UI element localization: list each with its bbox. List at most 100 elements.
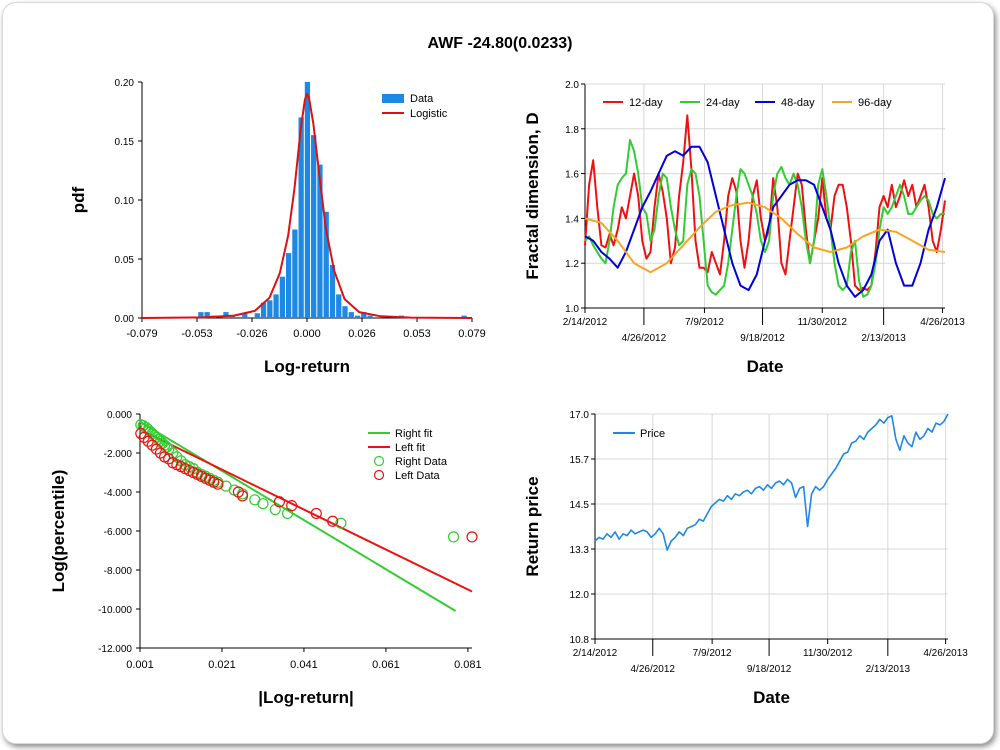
series-line-24-day — [584, 139, 945, 298]
scatter-point — [232, 486, 244, 498]
y-tick-label: 1.2 — [565, 259, 579, 270]
y-tick-label: -2.000 — [104, 449, 133, 460]
x-tick-label: 11/30/2012 — [803, 648, 853, 659]
x-tick-label: 0.021 — [208, 659, 236, 671]
scatter-point — [163, 453, 175, 465]
scatter-point — [150, 443, 162, 455]
series-line-48-day — [584, 145, 946, 298]
x-tick-label: 0.081 — [454, 659, 482, 671]
scatter-point — [286, 500, 298, 512]
histogram-bar — [279, 276, 285, 318]
x-tick-label: 2/14/2012 — [563, 317, 608, 328]
legend-label: Right fit — [395, 428, 432, 440]
x-tick-label: 0.061 — [372, 659, 400, 671]
scatter-point — [466, 531, 478, 543]
logistic-curve — [141, 92, 473, 319]
y-tick-label: 0.00 — [115, 314, 135, 325]
legend-label: 12-day — [629, 97, 663, 109]
y-tick-label: -10.000 — [98, 605, 132, 616]
legend-swatch — [373, 469, 385, 481]
legend-swatch — [373, 455, 385, 467]
y-tick-label: 10.8 — [570, 635, 590, 646]
histogram-bar — [223, 312, 229, 318]
x-tick-label: 2/13/2013 — [861, 333, 906, 344]
scatter-point — [236, 490, 249, 502]
price-chart: 10.8 12.0 13.3 14.5 15.7 17.0 2/14/2012 7/9/201… — [523, 410, 968, 707]
histogram-bar — [260, 302, 267, 318]
tail-chart: 0.000 -2.000 -4.000 -6.000 -8.000 -10.000 -12.… — [49, 410, 482, 707]
x-tick-label: 7/9/2012 — [693, 648, 732, 659]
y-tick-label: 0.10 — [115, 196, 135, 207]
y-axis-title: Return price — [523, 476, 542, 576]
y-tick-label: 13.3 — [570, 545, 590, 556]
histogram-chart: 0.00 0.05 0.10 0.15 0.20 -0.079 -0.053 -0.026 0.… — [69, 78, 486, 376]
x-tick-label: 0.053 — [403, 328, 431, 340]
y-tick-label: -6.000 — [104, 527, 133, 538]
x-tick-label: 0.026 — [348, 328, 376, 340]
x-tick-label: 4/26/2012 — [631, 664, 676, 675]
legend-label: 48-day — [781, 97, 815, 109]
fit-line-1 — [139, 428, 473, 593]
scatter-point — [447, 531, 460, 543]
histogram-bar — [348, 312, 354, 318]
legend-label: 96-day — [858, 97, 892, 109]
y-tick-label: 15.7 — [570, 455, 590, 466]
x-tick-label: 0.041 — [290, 659, 318, 671]
series-line-96-day — [584, 201, 946, 274]
y-tick-label: 17.0 — [570, 410, 590, 421]
legend-label: Left Data — [395, 470, 441, 482]
x-tick-label: 2/13/2013 — [866, 664, 911, 675]
scatter-point — [142, 435, 154, 447]
histogram-bar — [242, 313, 248, 318]
histogram-bar — [285, 253, 292, 318]
histogram-bar — [367, 315, 373, 318]
legend-label: Right Data — [395, 456, 448, 468]
x-axis-title: Date — [753, 688, 790, 707]
y-tick-label: -12.000 — [98, 644, 132, 655]
histogram-bar — [292, 229, 298, 318]
main-title: AWF -24.80(0.0233) — [428, 35, 573, 52]
y-tick-label: 0.000 — [107, 410, 132, 421]
scatter-point — [310, 507, 322, 520]
x-axis-title: Date — [747, 357, 784, 376]
scatter-point — [269, 503, 281, 516]
y-tick-label: 0.20 — [115, 78, 135, 89]
histogram-bar — [267, 300, 273, 318]
y-tick-label: 2.0 — [565, 80, 579, 91]
x-axis-title: |Log-return| — [258, 688, 353, 707]
x-tick-label: 0.079 — [458, 328, 486, 340]
fractal-chart: 1.0 1.2 1.4 1.6 1.8 2.0 2/14/2012 7/9/2012 11/30… — [523, 80, 965, 376]
histogram-bar — [354, 315, 361, 318]
histogram-bar — [311, 135, 317, 318]
y-tick-label: 1.8 — [565, 125, 579, 136]
histogram-bar — [198, 312, 204, 318]
x-tick-label: 2/14/2012 — [573, 648, 618, 659]
legend-label: Left fit — [395, 442, 425, 454]
x-tick-label: 9/18/2012 — [740, 333, 785, 344]
x-tick-label: 11/30/2012 — [798, 317, 848, 328]
histogram-bar — [323, 211, 329, 318]
x-tick-label: 4/26/2013 — [920, 317, 965, 328]
scatter-point — [135, 427, 147, 440]
y-tick-label: -8.000 — [104, 566, 133, 577]
histogram-bar — [254, 313, 260, 318]
legend-swatch-data — [382, 94, 404, 103]
scatter-point — [273, 496, 285, 508]
scatter-point — [171, 451, 183, 463]
histogram-bar — [461, 315, 467, 318]
fit-line-0 — [139, 420, 457, 612]
histogram-bar — [342, 306, 348, 318]
scatter-point — [138, 431, 150, 443]
histogram-bar — [273, 294, 279, 318]
histogram-bar — [229, 315, 235, 318]
x-tick-label: 4/26/2012 — [622, 333, 667, 344]
x-tick-label: 9/18/2012 — [747, 664, 792, 675]
series-line-12-day — [584, 114, 946, 292]
x-tick-label: 0.000 — [293, 328, 321, 340]
histogram-bar — [361, 312, 367, 318]
histogram-bar — [329, 264, 336, 318]
y-axis-title: Log(percentile) — [49, 470, 68, 593]
x-tick-label: -0.053 — [181, 328, 212, 340]
